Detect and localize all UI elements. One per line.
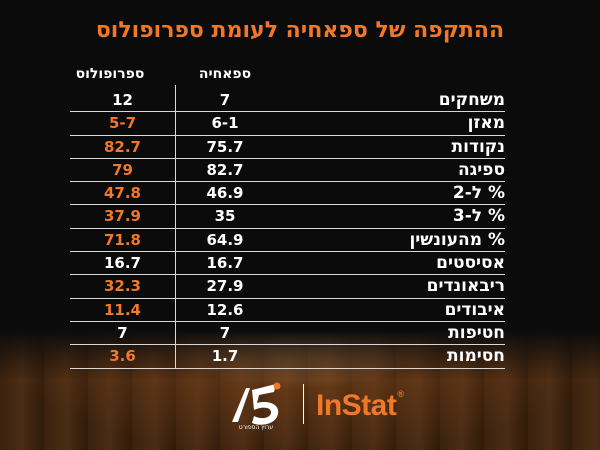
- logo-divider: [303, 384, 304, 424]
- table-row: 71.8 64.9 % מהעונשין: [70, 229, 505, 253]
- column-header-sfor: ספרופולוס: [75, 66, 145, 82]
- spahiya-value: 12.6: [206, 300, 244, 319]
- stat-label: איבודים: [444, 299, 505, 320]
- table-row: 5-7 6-1 מאזן: [70, 112, 505, 136]
- sfor-value: 82.7: [103, 137, 141, 156]
- sfor-value: 32.3: [103, 277, 141, 296]
- stat-label: נקודות: [451, 136, 506, 157]
- stat-label: אסיסטים: [436, 253, 505, 274]
- sfor-value: 37.9: [103, 207, 141, 226]
- spahiya-value: 64.9: [206, 230, 244, 249]
- column-divider: [175, 85, 176, 369]
- stat-label: % ל-2: [452, 183, 505, 204]
- stats-table: 12 7 משחקים 5-7 6-1 מאזן 82.7 75.7 נקודות 79 82.7 ס…: [70, 85, 505, 369]
- stat-label: % מהעונשין: [409, 229, 505, 250]
- table-row: 37.9 35 % ל-3: [70, 205, 505, 229]
- stat-label: חטיפות: [448, 322, 505, 343]
- sfor-value: 71.8: [103, 230, 141, 249]
- spahiya-value: 7: [219, 91, 231, 109]
- spahiya-value: 1.7: [211, 347, 239, 366]
- stat-label: % ל-3: [452, 206, 505, 227]
- sfor-value: 5-7: [108, 114, 137, 133]
- instat-logo-text: InStat: [316, 389, 397, 422]
- table-row: 79 82.7 ספיגה: [70, 159, 505, 183]
- table-row: 32.3 27.9 ריבאונדים: [70, 275, 505, 299]
- table-row: 3.6 1.7 חסימות: [70, 345, 505, 369]
- instat-logo: InStat®: [316, 389, 404, 423]
- spahiya-value: 27.9: [206, 277, 244, 296]
- spahiya-value: 75.7: [206, 137, 244, 156]
- stat-label: מאזן: [467, 113, 505, 134]
- sport5-logo-icon: [232, 382, 281, 425]
- sport5-caption: ערוץ הספורט: [238, 424, 274, 431]
- stat-label: ריבאונדים: [426, 276, 505, 297]
- spahiya-value: 16.7: [206, 254, 244, 273]
- court-floor-background: [0, 330, 600, 450]
- stat-label: ספיגה: [457, 159, 505, 180]
- sfor-value: 16.7: [103, 254, 141, 273]
- spahiya-value: 82.7: [206, 160, 244, 179]
- stat-label: משחקים: [438, 90, 505, 110]
- table-row: 7 7 חטיפות: [70, 322, 505, 346]
- table-row: 47.8 46.9 % ל-2: [70, 182, 505, 206]
- instat-registered-mark: ®: [397, 389, 404, 399]
- spahiya-value: 35: [214, 207, 236, 226]
- sfor-value: 79: [112, 160, 133, 179]
- spahiya-value: 6-1: [211, 114, 239, 133]
- sfor-value: 11.4: [103, 300, 141, 319]
- stat-label: חסימות: [447, 346, 505, 367]
- spahiya-value: 7: [219, 323, 231, 342]
- table-row: 11.4 12.6 איבודים: [70, 299, 505, 322]
- table-row: 82.7 75.7 נקודות: [70, 136, 505, 159]
- sfor-value: 12: [112, 91, 133, 109]
- column-header-spahiya: ספאחיה: [198, 66, 252, 82]
- spahiya-value: 46.9: [206, 184, 244, 203]
- page-title: ההתקפה של ספאחיה לעומת ספרופולוס: [95, 18, 505, 43]
- sfor-value: 3.6: [109, 347, 136, 366]
- sfor-value: 7: [117, 323, 128, 342]
- sfor-value: 47.8: [103, 184, 141, 203]
- table-row: 16.7 16.7 אסיסטים: [70, 252, 505, 276]
- table-row: 12 7 משחקים: [70, 89, 505, 113]
